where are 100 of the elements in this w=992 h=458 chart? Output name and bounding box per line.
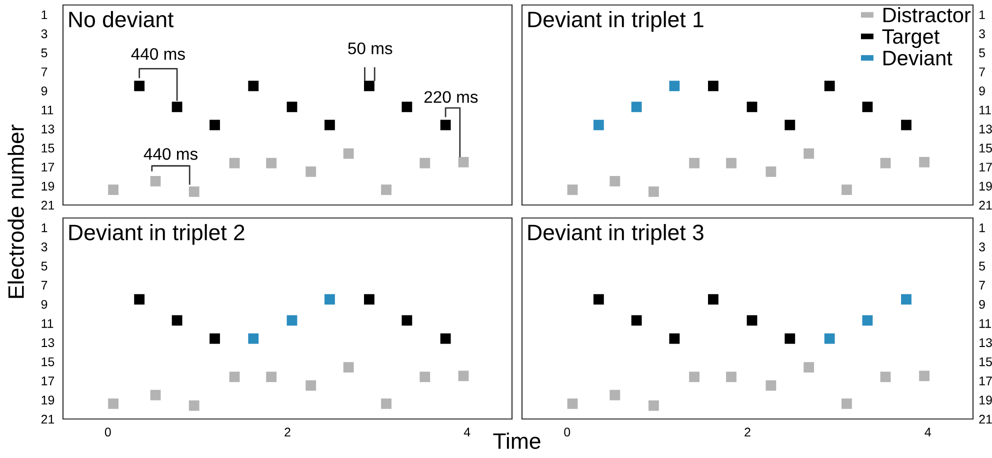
y-tick-label: 7 [979, 68, 985, 76]
point [631, 315, 642, 326]
point [824, 80, 835, 92]
point [746, 315, 758, 326]
chart-title: Deviant in triplet 1 [528, 11, 704, 32]
point [381, 184, 392, 195]
y-tick-label: 15 [980, 144, 992, 153]
point [150, 176, 161, 186]
point [266, 372, 277, 382]
point [134, 294, 145, 305]
point [440, 120, 451, 130]
point [306, 166, 316, 177]
point [593, 294, 604, 305]
point [746, 102, 758, 112]
x-axis-title: Time [493, 432, 540, 449]
y-tick-label: 11 [980, 106, 991, 114]
point [726, 158, 736, 168]
y-tick-label: 13 [980, 124, 992, 134]
legend-label: Target [882, 29, 940, 48]
chart-title: Deviant in triplet 3 [528, 224, 704, 245]
y-tick-label: 13 [980, 338, 992, 348]
y-tick-label: 9 [979, 86, 985, 96]
point [842, 398, 852, 409]
y-tick-label: 15 [42, 358, 54, 366]
point [669, 333, 680, 344]
point [862, 102, 873, 112]
point [708, 80, 718, 92]
y-tick-label: 19 [42, 182, 54, 191]
y-tick-label: 21 [979, 414, 992, 424]
y-tick-label: 19 [980, 396, 992, 405]
point [420, 158, 430, 168]
point [229, 158, 240, 168]
point [364, 80, 374, 92]
y-tick-label: 5 [41, 262, 48, 271]
y-tick-label: 11 [42, 319, 54, 328]
y-tick-label: 1 [980, 10, 985, 20]
point [324, 294, 335, 305]
point [689, 158, 700, 168]
y-tick-label: 1 [42, 224, 48, 232]
point [381, 398, 392, 409]
y-tick-label: 15 [42, 144, 54, 153]
point [420, 372, 430, 382]
point [648, 186, 659, 197]
point [842, 184, 852, 195]
point [784, 333, 796, 344]
y-tick-label: 3 [979, 29, 985, 38]
point [901, 120, 912, 130]
y-tick-label: 7 [41, 280, 48, 290]
point [402, 102, 412, 112]
point [804, 362, 814, 373]
point [804, 148, 814, 159]
point [919, 370, 930, 382]
y-tick-label: 17 [42, 376, 54, 386]
y-tick-label: 13 [42, 338, 54, 348]
y-tick-label: 5 [979, 48, 985, 58]
point [134, 80, 145, 92]
y-tick-label: 9 [979, 300, 985, 309]
chart-title: No deviant [69, 11, 174, 28]
y-tick-label: 5 [979, 262, 985, 271]
y-tick-label: 7 [979, 280, 985, 290]
point [286, 315, 298, 326]
point [766, 166, 776, 177]
chart-title: Deviant in triplet 2 [69, 224, 244, 245]
point [266, 158, 277, 168]
y-tick-label: 19 [42, 396, 54, 405]
x-tick-label: 2 [284, 428, 290, 436]
point [210, 120, 220, 130]
y-tick-label: 1 [42, 10, 48, 20]
point [402, 315, 412, 326]
point [669, 80, 680, 92]
point [343, 148, 354, 159]
x-tick-label: 4 [924, 428, 932, 436]
point [689, 372, 700, 382]
y-tick-label: 21 [41, 414, 54, 424]
x-tick-label: 0 [104, 428, 111, 437]
y-tick-label: 1 [980, 224, 985, 232]
legend-label: Deviant [884, 50, 952, 66]
point [708, 294, 718, 305]
x-tick-label: 2 [744, 428, 750, 436]
point [824, 333, 835, 344]
x-tick-label: 0 [564, 428, 570, 437]
point [150, 390, 161, 400]
point [610, 390, 620, 400]
point [880, 372, 891, 382]
point [188, 400, 200, 411]
legend-label: Distractor [884, 7, 971, 22]
y-tick-label: 11 [980, 319, 991, 328]
point [229, 372, 240, 382]
point [862, 315, 873, 326]
y-tick-label: 21 [41, 200, 54, 210]
y-tick-label: 21 [979, 200, 992, 210]
y-tick-label: 9 [41, 86, 48, 96]
y-tick-label: 5 [41, 48, 48, 58]
y-tick-label: 19 [980, 182, 992, 191]
y-tick-label: 13 [42, 124, 54, 134]
y-axis-title: Electrode number [8, 124, 24, 298]
point [567, 184, 578, 195]
point [108, 184, 118, 195]
point [567, 398, 578, 409]
y-tick-label: 11 [42, 106, 54, 114]
